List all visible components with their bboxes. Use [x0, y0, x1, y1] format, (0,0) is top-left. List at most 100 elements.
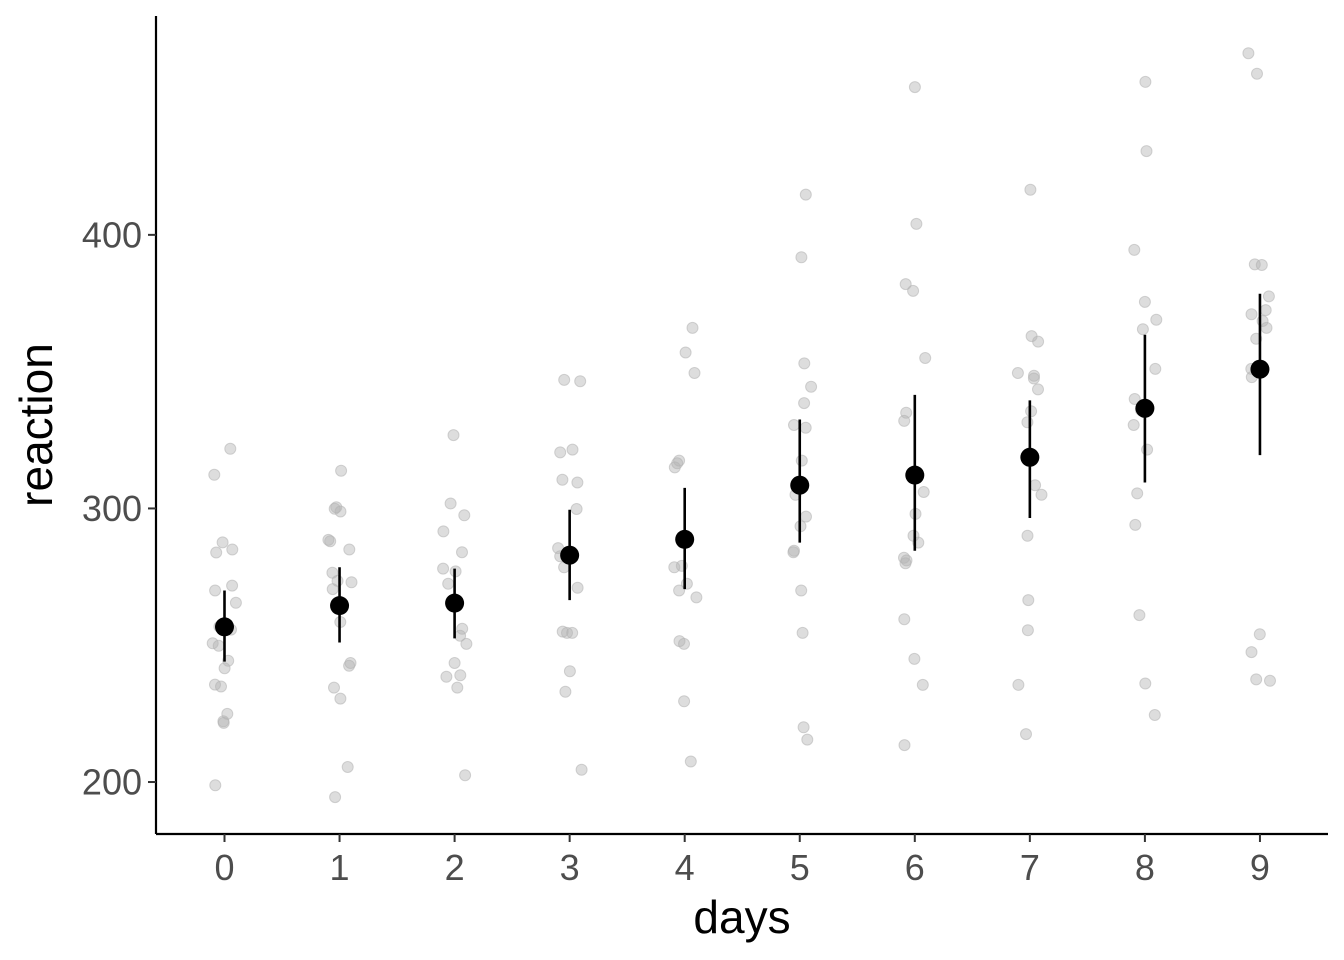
raw-point — [900, 554, 913, 567]
raw-point — [1035, 488, 1048, 501]
raw-point — [1150, 313, 1163, 326]
mean-point — [560, 545, 580, 565]
x-tick-label: 9 — [1250, 847, 1270, 888]
raw-point — [686, 321, 699, 334]
y-axis-title: reaction — [10, 343, 62, 507]
raw-point — [795, 584, 808, 597]
raw-point — [322, 533, 335, 546]
raw-point — [343, 543, 356, 556]
raw-point — [1021, 529, 1034, 542]
raw-point — [442, 577, 455, 590]
raw-point — [210, 546, 223, 559]
raw-point — [558, 373, 571, 386]
raw-point — [440, 670, 453, 683]
raw-point — [218, 662, 231, 675]
mean-point — [215, 617, 234, 637]
y-tick-label: 300 — [82, 488, 142, 529]
raw-point — [1255, 259, 1268, 271]
raw-point — [326, 583, 339, 596]
y-tick-label: 400 — [82, 214, 142, 255]
mean-point — [1135, 398, 1155, 418]
mean-point — [905, 465, 925, 485]
raw-point — [1021, 416, 1034, 429]
raw-point — [1242, 47, 1255, 60]
axes — [154, 16, 1328, 836]
raw-point — [908, 81, 921, 94]
raw-point — [1139, 677, 1152, 690]
raw-point — [229, 596, 242, 609]
mean-point — [1250, 359, 1270, 379]
raw-point — [566, 626, 579, 639]
raw-point — [1032, 383, 1044, 396]
raw-point — [899, 278, 912, 291]
raw-point — [1129, 518, 1142, 531]
raw-point — [459, 769, 472, 782]
mean-point — [1020, 447, 1040, 467]
x-tick-label: 8 — [1135, 847, 1155, 888]
raw-point — [1149, 362, 1162, 375]
raw-point — [796, 626, 809, 639]
x-tick-label: 4 — [675, 847, 695, 888]
mean-point — [790, 475, 810, 495]
raw-point — [559, 685, 572, 698]
raw-point — [566, 443, 579, 456]
raw-point — [1022, 594, 1035, 607]
raw-point — [328, 681, 340, 694]
raw-point — [216, 536, 229, 549]
raw-point — [1127, 419, 1140, 431]
raw-point — [224, 442, 237, 455]
raw-point — [1139, 75, 1152, 88]
raw-point — [1027, 372, 1040, 385]
raw-point — [575, 763, 588, 776]
x-tick-label: 3 — [560, 847, 580, 888]
raw-point — [1140, 145, 1153, 158]
raw-point — [456, 622, 469, 635]
raw-point — [226, 543, 239, 556]
raw-point — [460, 637, 473, 650]
raw-point — [690, 591, 703, 604]
raw-point — [437, 562, 450, 575]
raw-point — [226, 579, 239, 592]
raw-point — [329, 791, 342, 804]
raw-point — [1136, 323, 1149, 336]
summary-layer — [215, 293, 1270, 662]
raw-point — [1032, 335, 1045, 348]
raw-point — [787, 546, 800, 559]
raw-point — [556, 625, 569, 638]
ticks: 0 1 2 3 4 5 6 7 8 9 200 300 400 — [82, 214, 1270, 888]
raw-point — [1029, 479, 1042, 492]
raw-point — [795, 454, 808, 467]
raw-point — [788, 419, 800, 431]
raw-point — [206, 637, 219, 650]
raw-point — [1020, 728, 1032, 741]
raw-point — [454, 669, 467, 682]
raw-point — [668, 461, 681, 474]
raw-point — [1128, 393, 1141, 405]
raw-point — [799, 421, 812, 434]
raw-point — [798, 357, 811, 370]
raw-point — [797, 721, 810, 734]
raw-point — [679, 346, 692, 359]
raw-point — [324, 535, 337, 548]
raw-point — [798, 397, 811, 410]
raw-point — [334, 692, 347, 705]
raw-point — [343, 659, 356, 672]
raw-point — [1262, 290, 1275, 303]
raw-point — [678, 695, 691, 708]
raw-point — [209, 584, 222, 597]
raw-point — [1259, 304, 1272, 317]
x-tick-label: 5 — [790, 847, 810, 888]
raw-point — [910, 217, 923, 230]
mean-point — [330, 596, 350, 616]
raw-point — [801, 733, 814, 746]
raw-point — [335, 464, 348, 477]
raw-point — [334, 505, 347, 518]
raw-point — [1024, 183, 1037, 196]
raw-point — [1012, 678, 1025, 691]
mean-point — [445, 593, 465, 613]
raw-point — [456, 546, 468, 559]
raw-point — [917, 486, 930, 498]
raw-point — [209, 779, 222, 792]
raw-point — [437, 525, 450, 538]
